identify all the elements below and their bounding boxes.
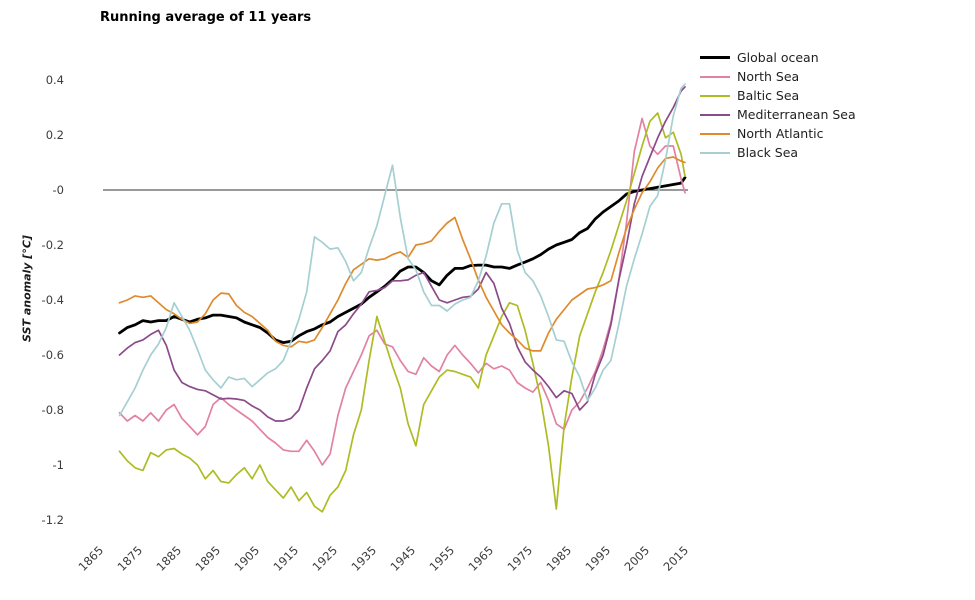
chart-title: Running average of 11 years (100, 10, 312, 25)
x-tick-label: 1885 (154, 543, 185, 574)
x-tick-label: 1995 (583, 543, 614, 574)
legend-swatch (700, 94, 730, 97)
legend-item-black-sea: Black Sea (700, 143, 856, 162)
legend-swatch (700, 151, 730, 154)
series-line-global-ocean (118, 176, 687, 345)
legend-swatch (700, 75, 730, 78)
x-tick-label: 1865 (76, 543, 107, 574)
series-line-mediterranean-sea (118, 86, 686, 422)
legend-label: Baltic Sea (737, 88, 800, 103)
legend-item-global-ocean: Global ocean (700, 48, 856, 67)
y-tick-label: -0.8 (42, 403, 64, 417)
legend-label: North Sea (737, 69, 800, 84)
y-tick-label: -0.4 (42, 293, 64, 307)
series-line-black-sea (118, 83, 686, 417)
legend-swatch (700, 113, 730, 116)
x-tick-label: 1965 (466, 543, 497, 574)
legend-swatch (700, 132, 730, 135)
y-tick-label: -0.6 (42, 348, 64, 362)
x-tick-label: 1875 (115, 543, 146, 574)
x-tick-label: 2015 (661, 543, 692, 574)
legend-item-mediterranean-sea: Mediterranean Sea (700, 105, 856, 124)
legend-label: Black Sea (737, 145, 799, 160)
y-tick-label: -0.2 (42, 238, 64, 252)
x-tick-label: 2005 (622, 543, 653, 574)
x-tick-label: 1985 (544, 543, 575, 574)
y-tick-label: 0.4 (46, 73, 64, 87)
y-tick-label: -1 (53, 458, 64, 472)
x-tick-label: 1925 (310, 543, 341, 574)
legend-label: Mediterranean Sea (737, 107, 856, 122)
legend: Global ocean North Sea Baltic Sea Mediterra… (700, 48, 856, 162)
series-line-north-atlantic (118, 156, 686, 352)
legend-item-north-atlantic: North Atlantic (700, 124, 856, 143)
x-tick-label: 1945 (388, 543, 419, 574)
legend-item-north-sea: North Sea (700, 67, 856, 86)
x-tick-label: 1895 (193, 543, 224, 574)
legend-item-baltic-sea: Baltic Sea (700, 86, 856, 105)
legend-label: North Atlantic (737, 126, 824, 141)
series-line-baltic-sea (118, 112, 686, 513)
x-tick-label: 1935 (349, 543, 380, 574)
x-tick-label: 1915 (271, 543, 302, 574)
legend-label: Global ocean (737, 50, 819, 65)
series-line-north-sea (118, 117, 686, 466)
y-tick-label: 0.2 (46, 128, 64, 142)
legend-swatch (700, 56, 730, 59)
y-tick-label: -0 (53, 183, 64, 197)
y-tick-label: -1.2 (42, 513, 64, 527)
x-tick-label: 1955 (427, 543, 458, 574)
x-tick-label: 1975 (505, 543, 536, 574)
x-tick-label: 1905 (232, 543, 263, 574)
